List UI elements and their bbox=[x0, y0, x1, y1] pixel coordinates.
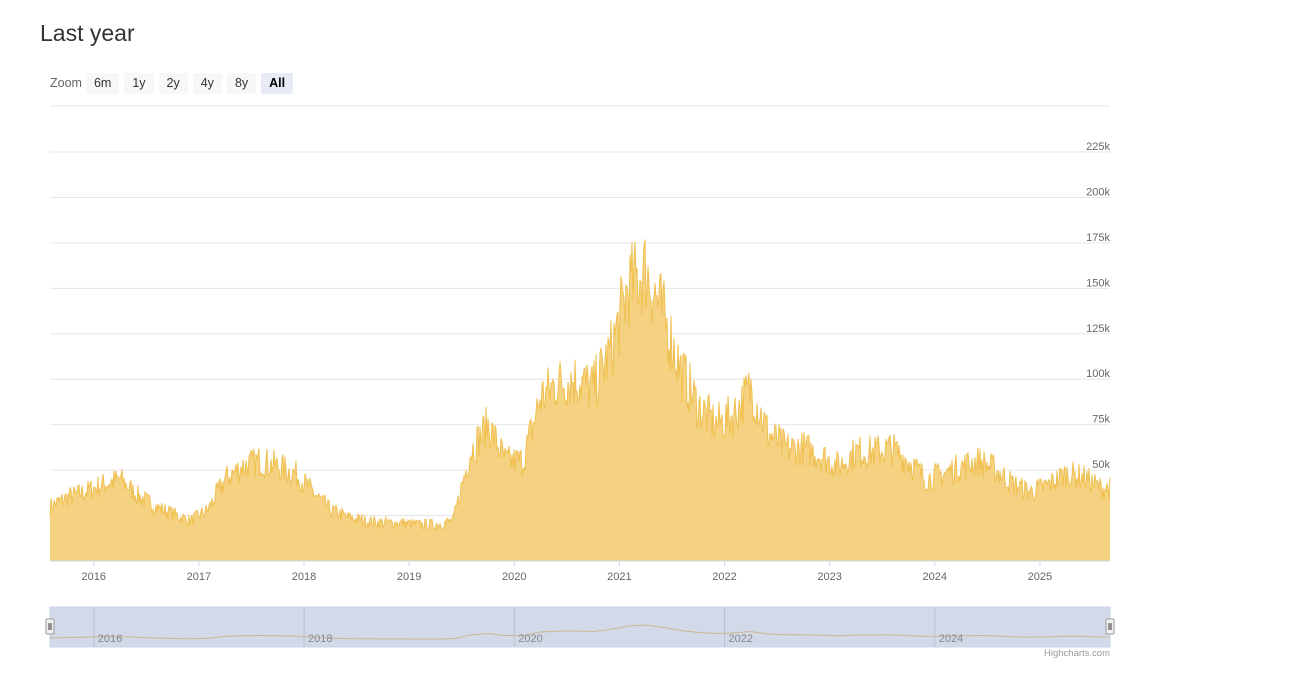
x-tick-label: 2025 bbox=[1028, 571, 1052, 583]
navigator-tick-label: 2020 bbox=[518, 633, 542, 645]
navigator-left-handle[interactable] bbox=[45, 618, 55, 635]
y-tick-label: 75k bbox=[1092, 414, 1110, 426]
y-tick-label: 150k bbox=[1086, 277, 1110, 289]
navigator-tick-label: 2024 bbox=[939, 633, 963, 645]
x-tick-label: 2017 bbox=[187, 571, 211, 583]
x-tick-label: 2019 bbox=[397, 571, 421, 583]
navigator-tick-label: 2018 bbox=[308, 633, 332, 645]
x-tick-label: 2024 bbox=[923, 571, 947, 583]
zoom-label: Zoom bbox=[50, 76, 82, 90]
y-tick-label: 50k bbox=[1092, 459, 1110, 471]
zoom-selector: Zoom 6m 1y 2y 4y 8y All bbox=[50, 72, 298, 94]
y-tick-label: 175k bbox=[1086, 232, 1110, 244]
zoom-8y-button[interactable]: 8y bbox=[226, 72, 257, 94]
zoom-6m-button[interactable]: 6m bbox=[85, 72, 120, 94]
navigator-right-handle[interactable] bbox=[1105, 618, 1115, 635]
navigator-mask[interactable] bbox=[49, 606, 1111, 648]
zoom-1y-button[interactable]: 1y bbox=[124, 72, 154, 94]
zoom-all-button[interactable]: All bbox=[261, 72, 294, 94]
x-tick-label: 2021 bbox=[607, 571, 631, 583]
navigator-tick-label: 2016 bbox=[98, 633, 122, 645]
zoom-2y-button[interactable]: 2y bbox=[158, 72, 188, 94]
y-tick-label: 225k bbox=[1086, 141, 1110, 153]
x-tick-label: 2020 bbox=[502, 571, 526, 583]
x-tick-label: 2016 bbox=[82, 571, 106, 583]
zoom-4y-button[interactable]: 4y bbox=[192, 72, 222, 94]
y-tick-label: 200k bbox=[1086, 186, 1110, 198]
navigator-series bbox=[49, 624, 1109, 640]
x-tick-label: 2022 bbox=[712, 571, 736, 583]
series-line[interactable] bbox=[49, 239, 1111, 532]
series-area[interactable] bbox=[50, 239, 1110, 562]
y-tick-label: 125k bbox=[1086, 323, 1110, 335]
y-tick-label: 100k bbox=[1086, 368, 1110, 380]
x-tick-label: 2018 bbox=[292, 571, 316, 583]
highcharts-credit[interactable]: Highcharts.com bbox=[1044, 648, 1110, 659]
x-tick-label: 2023 bbox=[817, 571, 841, 583]
chart-title: Last year bbox=[40, 20, 135, 46]
navigator-tick-label: 2022 bbox=[729, 633, 753, 645]
